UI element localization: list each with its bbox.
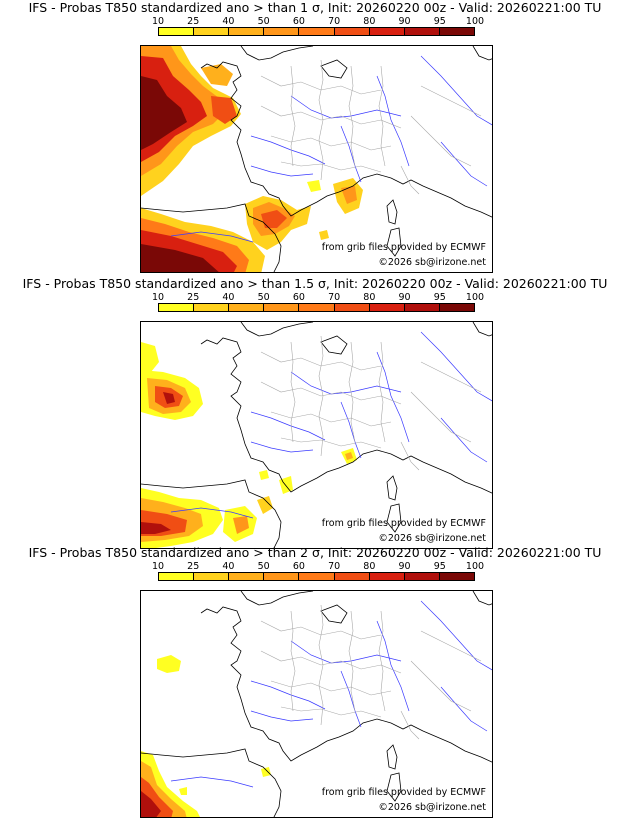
colorbar-labels: 10 25 40 50 60 70 80 90 95 100	[0, 292, 630, 303]
colorbar	[158, 303, 475, 312]
credit-source: from grib files provided by ECMWF	[321, 518, 486, 529]
rivers	[170, 600, 492, 788]
credit-source: from grib files provided by ECMWF	[321, 242, 486, 253]
probability-map: from grib files provided by ECMWF ©2026 …	[140, 590, 493, 818]
map-panel-1: IFS - Probas T850 standardized ano > tha…	[0, 0, 630, 276]
borders	[260, 335, 482, 471]
colorbar-tick-label: 60	[292, 561, 305, 572]
colorbar-tick-label: 95	[433, 292, 446, 303]
colorbar-tick-label: 60	[292, 16, 305, 27]
colorbar-segment	[194, 573, 230, 580]
colorbar-tick-label: 95	[433, 16, 446, 27]
borders	[260, 604, 482, 740]
credit-copyright: ©2026 sb@irizone.net	[378, 533, 486, 544]
map-graphic	[141, 46, 492, 272]
colorbar-tick-label: 70	[328, 292, 341, 303]
colorbar-tick-label: 70	[328, 561, 341, 572]
colorbar-segment	[334, 304, 370, 311]
colorbar-segment	[369, 573, 405, 580]
colorbar-segment	[229, 573, 265, 580]
map-panel-2: IFS - Probas T850 standardized ano > tha…	[0, 276, 630, 552]
colorbar-tick-label: 10	[151, 561, 165, 572]
colorbar-tick-label: 50	[257, 292, 270, 303]
colorbar	[158, 27, 475, 36]
map-panel-3: IFS - Probas T850 standardized ano > tha…	[0, 545, 630, 821]
colorbar-segment	[369, 28, 405, 35]
colorbar-tick-label: 100	[465, 16, 485, 27]
probability-field	[141, 46, 363, 272]
colorbar-segment	[439, 304, 474, 311]
colorbar-tick-label: 40	[222, 16, 235, 27]
coastlines	[141, 591, 492, 817]
colorbar-tick-label: 90	[398, 561, 411, 572]
colorbar-tick-label: 90	[398, 292, 411, 303]
colorbar-segment	[159, 573, 195, 580]
colorbar-tick-label: 60	[292, 292, 305, 303]
colorbar-tick-label: 25	[187, 292, 200, 303]
colorbar-tick-label: 25	[187, 16, 200, 27]
colorbar-segment	[439, 28, 474, 35]
colorbar-segment	[264, 304, 300, 311]
colorbar-segment	[299, 304, 335, 311]
colorbar-segment	[159, 304, 195, 311]
colorbar-segment	[264, 573, 300, 580]
colorbar-segment	[264, 28, 300, 35]
colorbar-tick-label: 80	[363, 292, 376, 303]
map-graphic	[141, 591, 492, 817]
colorbar-tick-label: 80	[363, 16, 376, 27]
colorbar-segment	[404, 573, 440, 580]
colorbar-segment	[334, 573, 370, 580]
colorbar-tick-label: 50	[257, 561, 270, 572]
coastlines	[141, 322, 492, 548]
colorbar-segment	[439, 573, 474, 580]
colorbar-tick-label: 40	[222, 292, 235, 303]
colorbar-tick-label: 100	[465, 561, 485, 572]
colorbar-tick-label: 90	[398, 16, 411, 27]
colorbar-tick-label: 25	[187, 561, 200, 572]
colorbar-tick-label: 40	[222, 561, 235, 572]
coastlines	[141, 46, 492, 272]
colorbar-segment	[404, 28, 440, 35]
rivers	[170, 331, 492, 519]
colorbar-segment	[159, 28, 195, 35]
colorbar-segment	[229, 304, 265, 311]
colorbar-tick-label: 10	[151, 292, 165, 303]
probability-field	[141, 655, 271, 817]
colorbar-tick-label: 10	[151, 16, 165, 27]
colorbar-segment	[194, 304, 230, 311]
colorbar-segment	[334, 28, 370, 35]
colorbar-segment	[194, 28, 230, 35]
panel-title: IFS - Probas T850 standardized ano > tha…	[28, 545, 602, 560]
probability-map: from grib files provided by ECMWF ©2026 …	[140, 45, 493, 273]
colorbar-labels: 10 25 40 50 60 70 80 90 95 100	[0, 16, 630, 27]
colorbar-segment	[404, 304, 440, 311]
credit-copyright: ©2026 sb@irizone.net	[378, 802, 486, 813]
colorbar-segment	[229, 28, 265, 35]
colorbar-segment	[299, 573, 335, 580]
colorbar-tick-label: 100	[465, 292, 485, 303]
colorbar-tick-label: 70	[328, 16, 341, 27]
colorbar-tick-label: 50	[257, 16, 270, 27]
map-graphic	[141, 322, 492, 548]
credit-copyright: ©2026 sb@irizone.net	[378, 257, 486, 268]
credit-source: from grib files provided by ECMWF	[321, 787, 486, 798]
colorbar-segment	[299, 28, 335, 35]
colorbar-tick-label: 80	[363, 561, 376, 572]
panel-title: IFS - Probas T850 standardized ano > tha…	[22, 276, 608, 291]
colorbar	[158, 572, 475, 581]
borders	[260, 59, 482, 195]
probability-field	[141, 342, 357, 548]
colorbar-segment	[369, 304, 405, 311]
panel-title: IFS - Probas T850 standardized ano > tha…	[28, 0, 602, 15]
colorbar-tick-label: 95	[433, 561, 446, 572]
colorbar-labels: 10 25 40 50 60 70 80 90 95 100	[0, 561, 630, 572]
probability-map: from grib files provided by ECMWF ©2026 …	[140, 321, 493, 549]
